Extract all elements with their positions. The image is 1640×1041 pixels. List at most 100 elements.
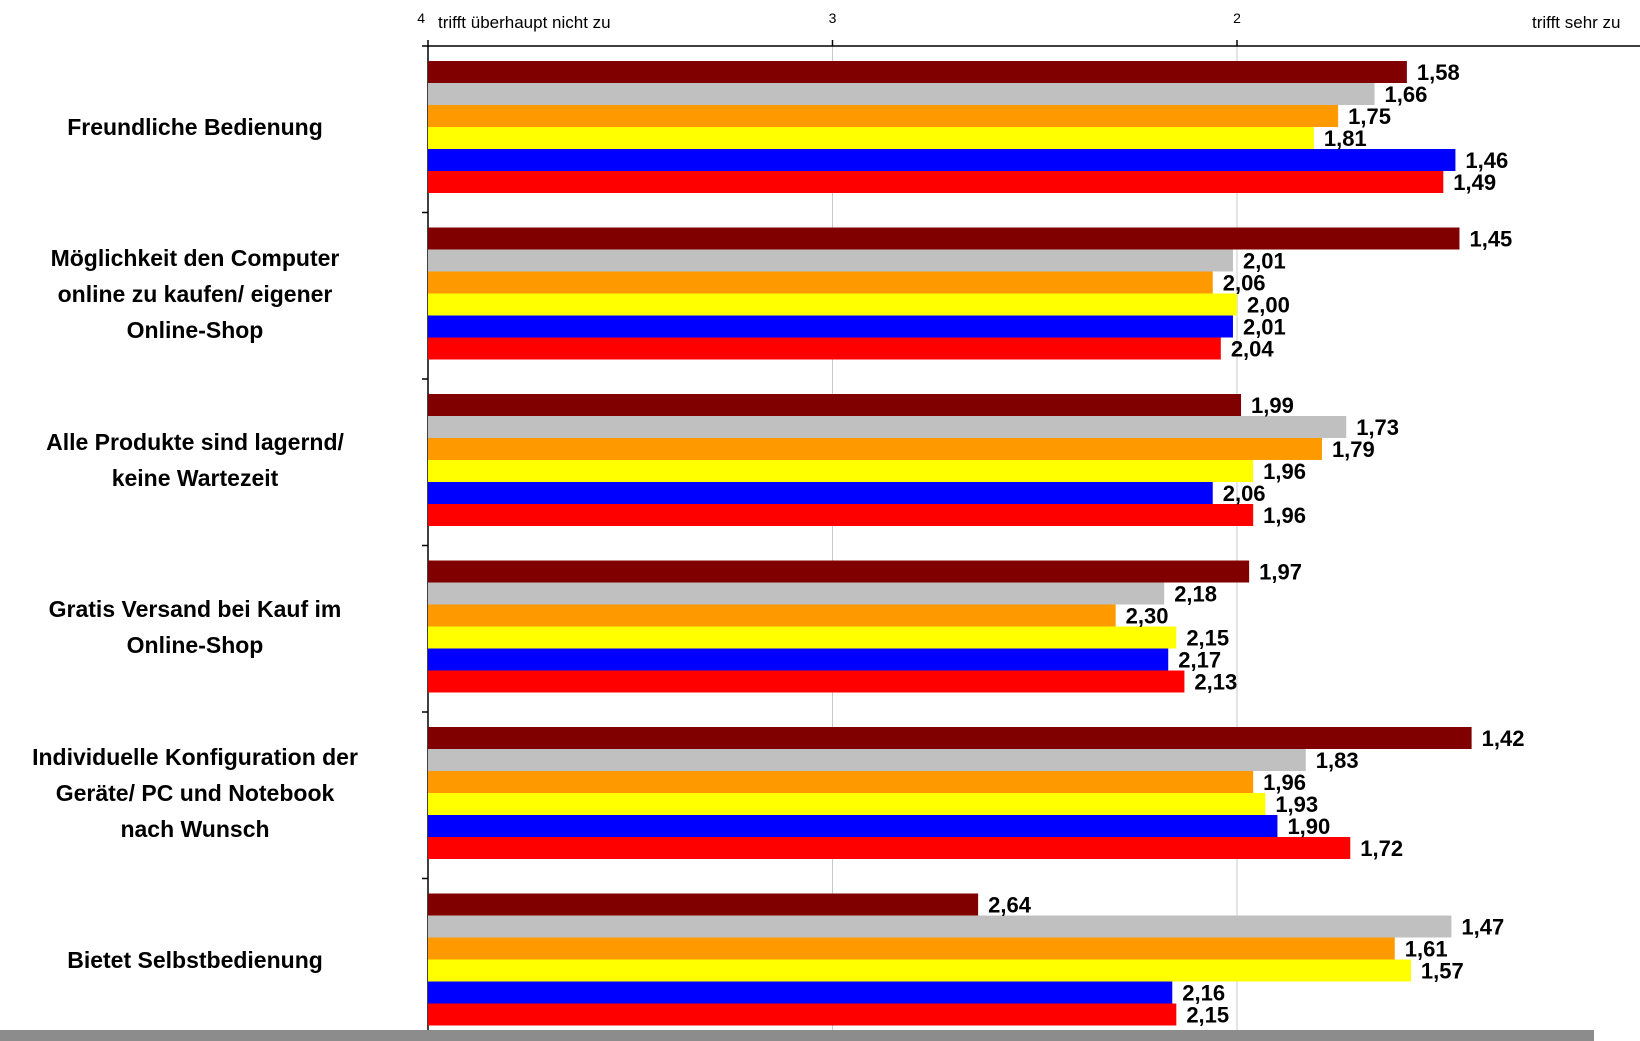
data-label: 2,17 <box>1178 648 1221 673</box>
category-label-line: Geräte/ PC und Notebook <box>55 780 335 806</box>
bar-series-3-cat-4 <box>428 604 1116 627</box>
bar-series-5-cat-4 <box>428 648 1169 671</box>
bar-series-2-cat-3 <box>428 416 1347 438</box>
value-labels: 1,58 1,45 1,99 1,97 1,42 2,64 1,66 2,01 1,73 2,18… <box>988 60 1524 1028</box>
bar-series-2-cat-2 <box>428 249 1233 272</box>
data-label: 1,57 <box>1421 959 1464 984</box>
bar-series-3-cat-1 <box>428 105 1339 127</box>
x-tick-label-3: 3 <box>829 10 837 26</box>
data-label: 1,75 <box>1348 104 1391 129</box>
bar-series-5-cat-6 <box>428 981 1173 1004</box>
data-label: 1,58 <box>1417 60 1460 85</box>
bar-series-4-cat-2 <box>428 293 1237 316</box>
category-label-2: Möglichkeit den Computer online zu kaufen… <box>0 240 405 348</box>
data-label: 2,15 <box>1186 626 1229 651</box>
bar-series-3-cat-5 <box>428 771 1254 793</box>
data-label: 2,13 <box>1194 670 1237 695</box>
data-label: 1,61 <box>1405 937 1448 962</box>
category-label-line: Alle Produkte sind lagernd/ <box>46 429 344 455</box>
data-label: 1,79 <box>1332 437 1375 462</box>
bar-series-4-cat-1 <box>428 127 1314 149</box>
bar-series-4-cat-3 <box>428 460 1254 482</box>
bar-series-1-cat-3 <box>428 394 1242 416</box>
category-label-line: Online-Shop <box>126 631 264 658</box>
bar-series-2-cat-1 <box>428 83 1375 105</box>
data-label: 1,66 <box>1385 82 1428 107</box>
bar-series-1-cat-4 <box>428 560 1250 583</box>
data-label: 1,96 <box>1263 770 1306 795</box>
bar-series-3-cat-6 <box>428 937 1395 960</box>
category-label-line: Online-Shop <box>126 316 264 343</box>
data-label: 1,90 <box>1287 814 1330 839</box>
category-label-line: keine Wartezeit <box>111 465 279 491</box>
axis-right-end-label: trifft sehr zu <box>1532 13 1621 32</box>
bar-series-5-cat-2 <box>428 315 1233 338</box>
bar-series-3-cat-3 <box>428 438 1322 460</box>
data-label: 1,93 <box>1275 792 1318 817</box>
category-label-6: Bietet Selbstbedienung <box>0 942 405 978</box>
bar-series-1-cat-6 <box>428 893 979 916</box>
x-tick-label-2: 2 <box>1233 10 1241 26</box>
gridlines <box>832 46 1238 1041</box>
bar-series-6-cat-3 <box>428 504 1254 526</box>
data-label: 1,96 <box>1263 459 1306 484</box>
category-label-5: Individuelle Konfiguration der Geräte/ PC… <box>0 739 405 847</box>
category-label-line: Gratis Versand bei Kauf im <box>48 595 342 622</box>
data-label: 1,45 <box>1469 227 1512 252</box>
data-label: 2,15 <box>1186 1003 1229 1028</box>
data-label: 1,83 <box>1316 748 1359 773</box>
data-label: 1,96 <box>1263 503 1306 528</box>
bar-series-5-cat-5 <box>428 815 1278 837</box>
data-label: 2,00 <box>1247 293 1290 318</box>
data-label: 2,30 <box>1126 604 1169 629</box>
bar-series-6-cat-5 <box>428 837 1351 859</box>
data-label: 2,01 <box>1243 249 1286 274</box>
data-label: 1,49 <box>1453 170 1496 195</box>
category-label-1: Freundliche Bedienung <box>0 109 405 145</box>
category-label-line: nach Wunsch <box>120 816 270 842</box>
category-label-line: Individuelle Konfiguration der <box>32 744 358 770</box>
data-label: 1,99 <box>1251 393 1294 418</box>
data-label: 1,73 <box>1356 415 1399 440</box>
data-label: 1,72 <box>1360 836 1403 861</box>
category-label-line: Freundliche Bedienung <box>67 114 323 140</box>
bar-series-6-cat-6 <box>428 1003 1177 1026</box>
bars <box>428 61 1472 1026</box>
bar-series-4-cat-4 <box>428 626 1177 649</box>
bar-series-6-cat-1 <box>428 171 1444 193</box>
data-label: 2,16 <box>1182 981 1225 1006</box>
data-label: 2,18 <box>1174 582 1217 607</box>
bar-series-2-cat-4 <box>428 582 1165 605</box>
bar-series-1-cat-2 <box>428 227 1460 250</box>
bar-series-2-cat-6 <box>428 915 1452 938</box>
bar-series-5-cat-3 <box>428 482 1213 504</box>
data-label: 1,97 <box>1259 560 1302 585</box>
data-label: 2,06 <box>1223 481 1266 506</box>
bar-series-6-cat-4 <box>428 670 1185 693</box>
axes <box>422 40 1640 1041</box>
x-tick-label-4: 4 <box>417 10 425 26</box>
axis-left-end-label: trifft überhaupt nicht zu <box>438 13 611 32</box>
category-label-4: Gratis Versand bei Kauf im Online-Shop <box>0 591 405 663</box>
category-label-line: Bietet Selbstbedienung <box>67 946 323 973</box>
bar-series-3-cat-2 <box>428 271 1213 294</box>
data-label: 1,47 <box>1461 915 1504 940</box>
category-label-3: Alle Produkte sind lagernd/keine Warteze… <box>0 424 405 496</box>
data-label: 2,06 <box>1223 271 1266 296</box>
bar-series-1-cat-5 <box>428 727 1472 749</box>
bar-series-4-cat-5 <box>428 793 1266 815</box>
data-label: 1,81 <box>1324 126 1367 151</box>
category-label-line: Möglichkeit den Computer <box>50 244 340 271</box>
bar-series-1-cat-1 <box>428 61 1407 83</box>
data-label: 2,04 <box>1231 337 1275 362</box>
data-label: 2,01 <box>1243 315 1286 340</box>
bar-series-4-cat-6 <box>428 959 1411 982</box>
data-label: 1,46 <box>1465 148 1508 173</box>
horizontal-scrollbar[interactable] <box>0 1030 1594 1041</box>
data-label: 2,64 <box>988 893 1032 918</box>
bar-series-2-cat-5 <box>428 749 1306 771</box>
bar-series-6-cat-2 <box>428 337 1221 360</box>
data-label: 1,42 <box>1482 726 1525 751</box>
category-label-line: online zu kaufen/ eigener <box>57 280 333 307</box>
